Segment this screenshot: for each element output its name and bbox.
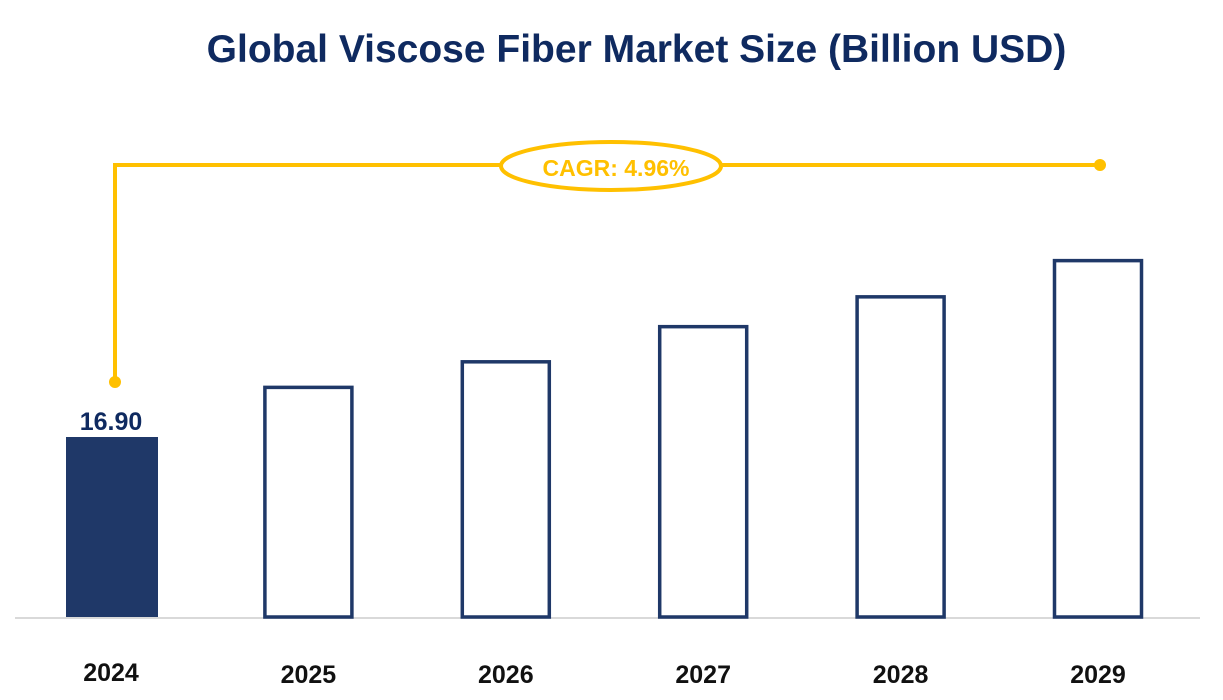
x-tick-label-2024: 2024 — [83, 659, 139, 687]
bar-2027 — [657, 324, 749, 619]
x-tick-label-2027: 2027 — [675, 661, 731, 689]
cagr-ellipse — [499, 140, 723, 192]
cagr-end-dot — [1094, 159, 1106, 171]
bar-2024 — [66, 437, 158, 617]
bar-2025 — [263, 385, 354, 619]
bar-2026 — [460, 360, 552, 619]
x-tick-label-2026: 2026 — [478, 661, 534, 689]
x-tick-label-2028: 2028 — [873, 661, 929, 689]
cagr-start-dot — [109, 376, 121, 388]
x-tick-label-2029: 2029 — [1070, 661, 1126, 689]
x-tick-label-2025: 2025 — [281, 661, 337, 689]
chart-title: Global Viscose Fiber Market Size (Billio… — [206, 28, 1067, 71]
cagr-label: CAGR: 4.96% — [543, 155, 690, 181]
bar-2029 — [1052, 258, 1144, 619]
data-label-2024: 16.90 — [80, 408, 143, 436]
cagr-connector-line — [113, 163, 1100, 382]
bar-2028 — [855, 295, 946, 619]
cagr-annotation: CAGR: 4.96% — [109, 140, 1106, 388]
